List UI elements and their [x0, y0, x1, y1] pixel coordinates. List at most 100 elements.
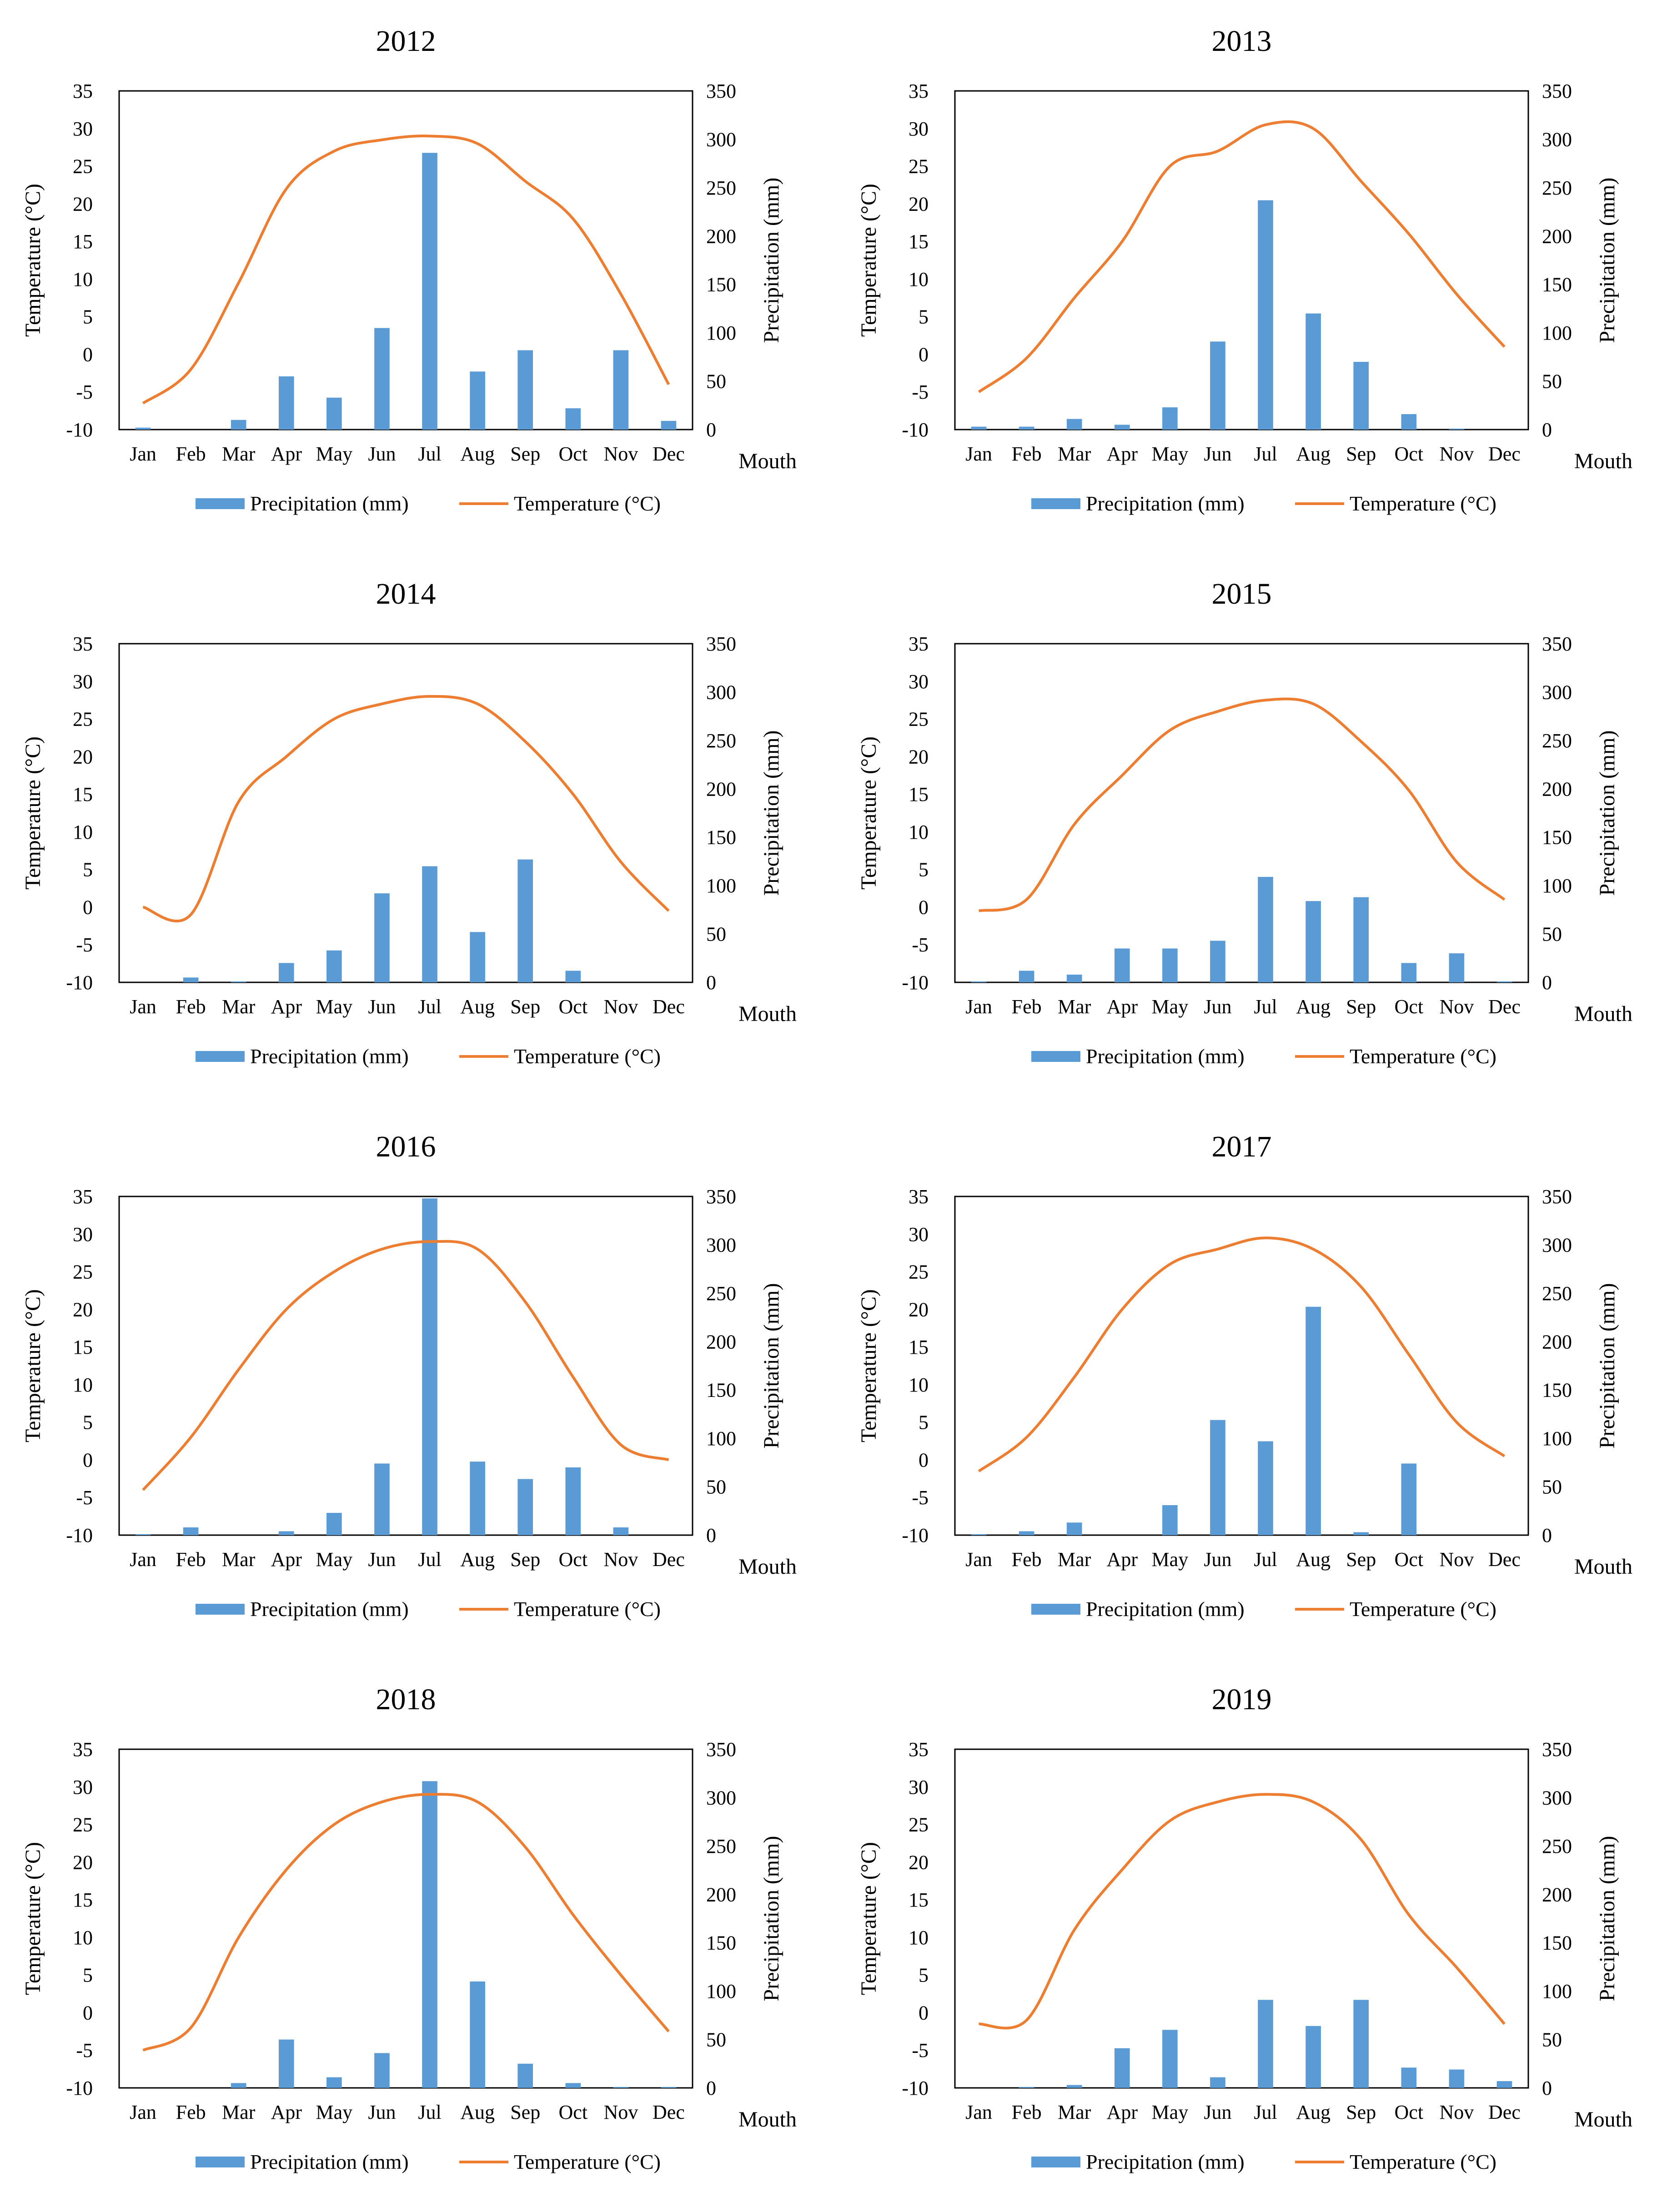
precip-bar — [278, 376, 294, 430]
y-left-tick-label: 30 — [73, 1776, 93, 1798]
plot-area — [118, 90, 693, 430]
precip-bar — [422, 153, 437, 430]
precip-bar — [1114, 425, 1130, 430]
x-tick-label: Jul — [418, 996, 441, 1018]
x-tick-label: Mar — [1058, 443, 1091, 465]
precip-bar — [422, 1198, 437, 1535]
y-right-tick-label: 300 — [706, 1234, 736, 1256]
x-tick-label: Jul — [1254, 996, 1277, 1018]
y-left-tick-label: 15 — [909, 1889, 929, 1911]
precip-bar — [1210, 2077, 1225, 2088]
precip-bar — [661, 2087, 677, 2088]
precip-bar — [1162, 1505, 1178, 1535]
y-left-axis-label: Temperature (°C) — [857, 1842, 881, 1995]
precip-bar — [470, 932, 485, 982]
x-tick-label: Aug — [460, 1548, 495, 1571]
y-right-tick-label: 50 — [706, 1476, 726, 1498]
y-left-tick-label: 10 — [909, 1374, 929, 1396]
y-left-tick-label: 25 — [73, 708, 93, 731]
precip-bar — [326, 2077, 342, 2088]
chart-svg: 2013-10-50510152025303505010015020025030… — [857, 25, 1632, 515]
precip-bar — [661, 420, 677, 430]
x-tick-label: Sep — [1346, 1548, 1376, 1571]
plot-area — [954, 1748, 1529, 2089]
y-left-tick-label: 35 — [73, 1738, 93, 1761]
x-axis-label: Mouth — [1574, 449, 1632, 473]
y-left-tick-label: 15 — [73, 1889, 93, 1911]
y-right-tick-label: 150 — [1542, 274, 1572, 296]
x-tick-label: Sep — [1346, 443, 1376, 465]
legend-precip-swatch — [1031, 1051, 1080, 1062]
x-tick-label: Apr — [1107, 443, 1138, 465]
y-left-axis-label: Temperature (°C) — [857, 184, 881, 337]
precip-bar — [470, 1461, 485, 1535]
y-right-tick-label: 350 — [706, 80, 736, 102]
x-tick-label: Sep — [1346, 2101, 1376, 2123]
legend-precip-swatch — [196, 498, 245, 509]
y-left-tick-label: 25 — [73, 155, 93, 178]
legend-temp-label: Temperature (°C) — [514, 1045, 661, 1068]
y-left-tick-label: 30 — [909, 1223, 929, 1246]
precip-bar — [1353, 2000, 1369, 2088]
precip-bar — [565, 1467, 581, 1535]
y-left-tick-label: 20 — [73, 746, 93, 768]
precip-bar — [517, 1479, 533, 1535]
precip-bar — [231, 2083, 246, 2088]
y-right-tick-label: 200 — [1542, 778, 1572, 800]
precip-bar — [1114, 948, 1130, 982]
x-tick-label: Feb — [1012, 2101, 1042, 2123]
x-tick-label: Jul — [1254, 443, 1277, 465]
chart-title: 2015 — [1212, 577, 1272, 611]
y-right-tick-label: 100 — [706, 1427, 736, 1450]
chart-svg: 2017-10-50510152025303505010015020025030… — [857, 1130, 1632, 1621]
precip-bar — [422, 866, 437, 982]
x-tick-label: Feb — [1012, 1548, 1042, 1571]
y-right-tick-label: 100 — [1542, 1980, 1572, 2002]
x-tick-label: Apr — [271, 996, 302, 1018]
x-tick-label: Dec — [653, 2101, 685, 2123]
chart-panel-2016: 2016 -10 -5 0 5 10 15 20 25 30 35 0 50 100 150 200 250 30… — [0, 1106, 836, 1658]
y-left-tick-label: 35 — [73, 633, 93, 655]
precip-bar — [517, 2063, 533, 2088]
precip-bar — [1066, 974, 1082, 982]
y-left-tick-label: 5 — [83, 1411, 93, 1434]
y-left-tick-label: 20 — [909, 193, 929, 215]
precip-bar — [1162, 407, 1178, 430]
precip-bar — [278, 1531, 294, 1535]
y-left-tick-label: -10 — [902, 419, 929, 441]
x-axis-label: Mouth — [1574, 1555, 1632, 1579]
chart-svg: 2014-10-50510152025303505010015020025030… — [21, 577, 797, 1068]
precip-bar — [1401, 963, 1417, 982]
y-left-tick-label: -10 — [66, 1524, 93, 1546]
y-right-tick-label: 100 — [706, 322, 736, 344]
x-tick-label: Dec — [1488, 996, 1521, 1018]
y-right-tick-label: 200 — [706, 1883, 736, 1906]
y-right-tick-label: 350 — [1542, 80, 1572, 102]
x-tick-label: Jan — [965, 996, 992, 1018]
y-left-tick-label: 35 — [73, 80, 93, 102]
precip-bar — [1258, 1441, 1273, 1535]
legend-precip-label: Precipitation (mm) — [1086, 1045, 1245, 1068]
y-left-tick-label: 0 — [83, 896, 93, 918]
precip-bar — [1353, 362, 1369, 430]
y-left-tick-label: -10 — [66, 971, 93, 994]
precip-bar — [1210, 941, 1225, 982]
y-left-tick-label: 15 — [73, 1336, 93, 1358]
precip-bar — [278, 2039, 294, 2088]
x-tick-label: Jan — [965, 1548, 992, 1571]
precip-bar — [135, 427, 151, 430]
x-tick-label: Apr — [271, 1548, 302, 1571]
y-right-tick-label: 150 — [1542, 826, 1572, 849]
chart-title: 2016 — [376, 1130, 436, 1163]
precip-bar — [1066, 1522, 1082, 1535]
precip-bar — [1496, 981, 1512, 982]
y-right-tick-label: 50 — [706, 2029, 726, 2051]
legend-temp-label: Temperature (°C) — [1350, 1597, 1496, 1621]
y-left-tick-label: 30 — [73, 1223, 93, 1246]
y-left-tick-label: 10 — [909, 821, 929, 843]
chart-panel-2019: 2019 -10 -5 0 5 10 15 20 25 30 35 0 50 100 150 200 250 30… — [836, 1658, 1672, 2211]
y-right-axis-label: Precipitation (mm) — [1595, 1836, 1619, 2002]
y-left-tick-label: 15 — [909, 783, 929, 806]
y-left-tick-label: 35 — [73, 1186, 93, 1208]
temperature-line — [142, 135, 670, 405]
